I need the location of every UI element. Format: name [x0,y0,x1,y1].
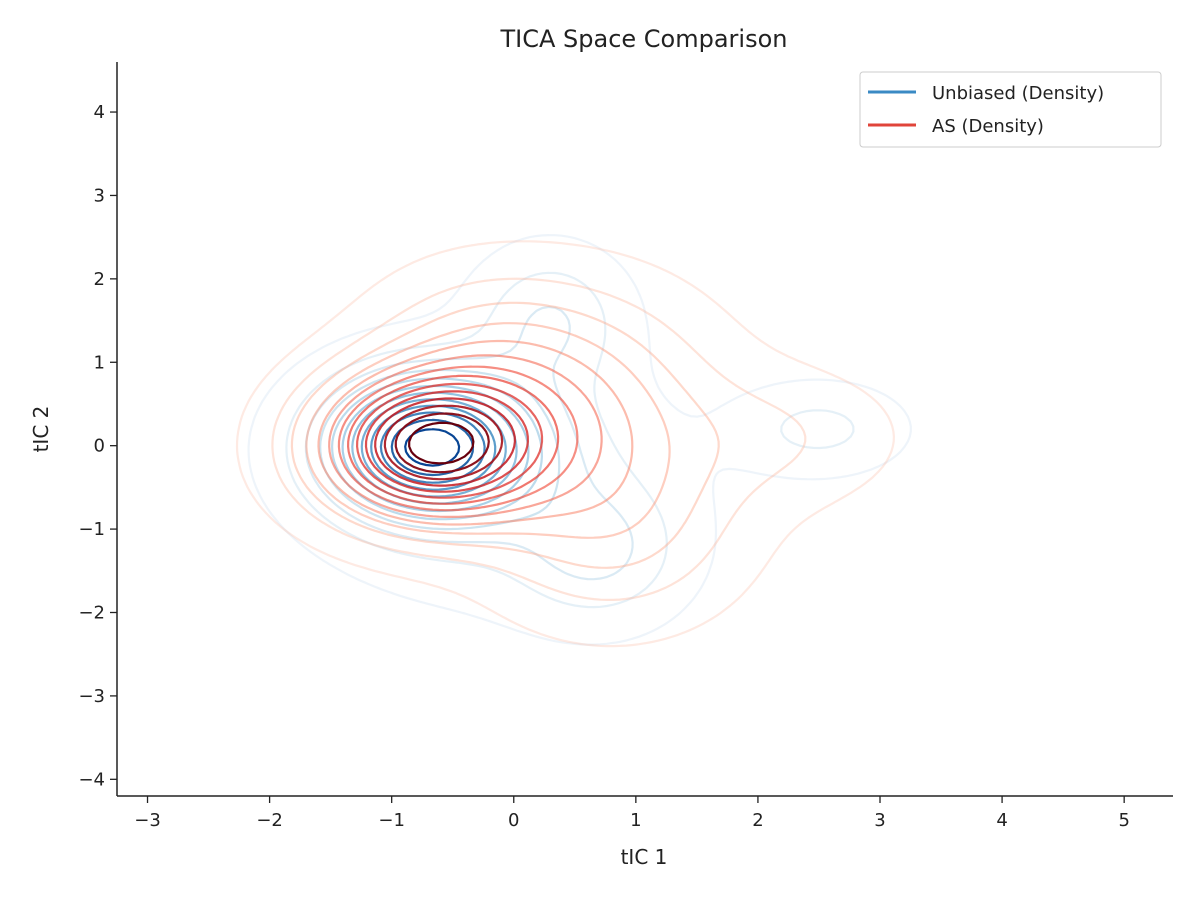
x-tick-label: 5 [1118,810,1129,831]
legend-label-unbiased: Unbiased (Density) [932,83,1104,104]
unbiased-density-contour [285,271,855,609]
as-density-contour [408,421,475,465]
y-tick-label: −4 [78,769,105,790]
as-density-contour [317,339,634,526]
x-tick-label: 0 [508,810,519,831]
chart-title: TICA Space Comparison [499,25,787,53]
y-tick-label: 4 [94,102,105,123]
as-density-contour [305,322,671,539]
as-density-contour [328,354,603,518]
y-tick-label: 3 [94,185,105,206]
as-density-contour [374,397,516,487]
y-tick-label: 1 [94,352,105,373]
as-density-contour [394,412,490,474]
as-density-contour [290,301,720,569]
y-tick-label: 0 [94,436,105,457]
x-tick-label: 2 [752,810,763,831]
x-axis-label: tIC 1 [621,845,668,869]
as-density-contour [235,240,895,648]
y-axis-label: tIC 2 [29,406,53,453]
contour-lines-group [235,234,912,648]
x-tick-label: −2 [256,810,283,831]
legend: Unbiased (Density) AS (Density) [859,71,1162,148]
x-axis-ticks: −3 −2 −1 0 1 2 3 4 5 [134,796,1130,831]
x-tick-label: 1 [630,810,641,831]
x-tick-label: 3 [874,810,885,831]
as-density-contour [383,404,504,481]
y-tick-label: −2 [78,603,105,624]
as-density-contour [271,277,807,601]
y-axis-ticks: −4 −3 −2 −1 0 1 2 3 4 [78,102,117,790]
x-tick-label: 4 [996,810,1007,831]
y-tick-label: 2 [94,269,105,290]
as-density-contour [356,382,544,499]
legend-frame [859,71,1162,148]
as-density-contour [347,374,560,505]
y-tick-label: −3 [78,686,105,707]
as-density-contour [337,365,579,512]
as-density-contour [364,390,529,493]
unbiased-density-contour [247,234,912,646]
y-tick-label: −1 [78,519,105,540]
unbiased-density-contour [404,428,461,467]
x-tick-label: −1 [378,810,405,831]
x-tick-label: −3 [134,810,161,831]
legend-label-as: AS (Density) [932,116,1044,137]
